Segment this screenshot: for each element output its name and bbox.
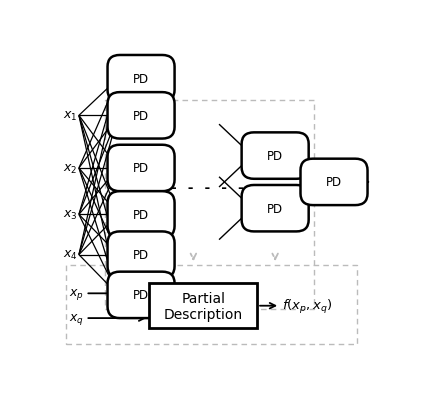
FancyBboxPatch shape [108,272,175,318]
Text: PD: PD [133,109,149,123]
FancyBboxPatch shape [108,93,175,139]
Text: PD: PD [267,150,283,163]
Text: $x_2$: $x_2$ [63,162,77,175]
Text: $f(x_p, x_q)$: $f(x_p, x_q)$ [282,297,333,315]
Text: - - - - - - - -: - - - - - - - - [154,180,279,194]
FancyBboxPatch shape [108,146,175,192]
Text: PD: PD [133,73,149,85]
Text: PD: PD [133,162,149,175]
Text: $x_3$: $x_3$ [63,209,77,221]
Text: $x_1$: $x_1$ [63,109,77,123]
Text: $x_q$: $x_q$ [69,311,84,326]
FancyBboxPatch shape [242,186,308,232]
Text: PD: PD [133,289,149,302]
Text: PD: PD [133,249,149,261]
FancyBboxPatch shape [242,133,308,179]
Text: $x_4$: $x_4$ [62,249,77,261]
Bar [66,266,357,344]
Bar [105,101,314,309]
FancyBboxPatch shape [300,159,368,206]
Bar [149,284,257,328]
FancyBboxPatch shape [108,192,175,238]
Text: PD: PD [326,176,342,189]
FancyBboxPatch shape [108,56,175,102]
Text: Partial
Description: Partial Description [164,291,243,321]
Text: $x_p$: $x_p$ [69,286,84,301]
Text: PD: PD [267,202,283,215]
FancyBboxPatch shape [108,232,175,278]
Text: PD: PD [133,209,149,221]
